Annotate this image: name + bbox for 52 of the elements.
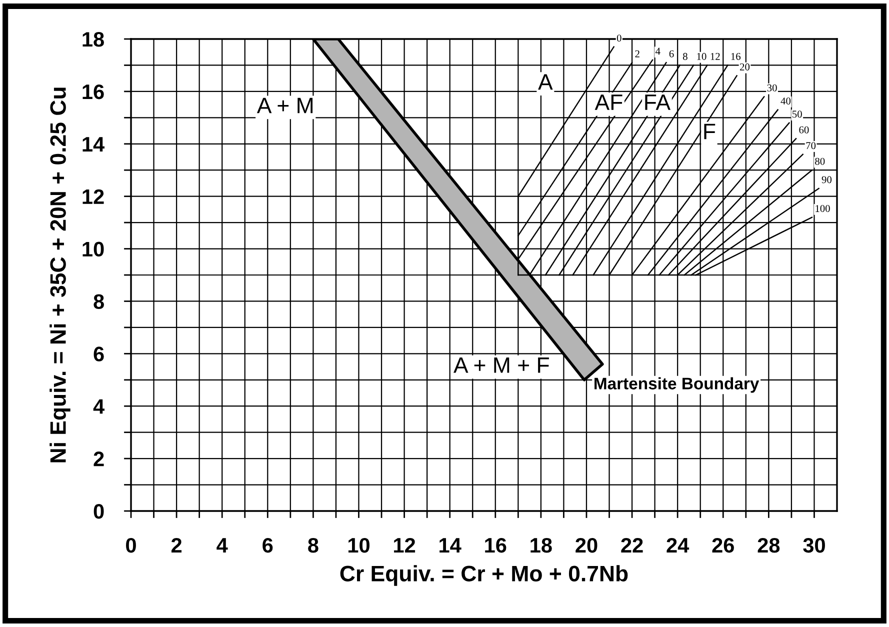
y-tick-label: 8 [94, 294, 104, 309]
annotation: F [704, 124, 716, 140]
x-tick-label: 6 [262, 538, 273, 553]
y-tick-label: 18 [82, 32, 104, 47]
series-label: 6 [669, 50, 674, 58]
x-tick-label: 10 [348, 538, 370, 553]
series-label: 50 [792, 110, 802, 118]
y-tick-label: 2 [94, 452, 104, 466]
series-label: 40 [780, 98, 791, 105]
series-label: 0 [616, 34, 622, 42]
series-label: 80 [815, 158, 825, 165]
y-axis-title: Ni Equiv. = Ni + 35C + 20N + 0.25 Cu [50, 88, 70, 462]
annotation: Martensite Boundary [594, 377, 760, 393]
y-tick-label: 0 [94, 504, 104, 519]
series-label: 20 [740, 63, 750, 70]
y-tick-label: 6 [94, 346, 104, 362]
series-label: 100 [816, 205, 830, 212]
x-tick-label: 18 [530, 538, 552, 553]
x-tick-label: 2 [171, 538, 182, 552]
x-tick-label: 8 [308, 538, 318, 553]
annotation: A + M [256, 98, 313, 114]
y-tick-label: 4 [93, 399, 104, 414]
annotation: A + M + F [454, 358, 549, 373]
series-label: 16 [731, 52, 741, 60]
y-tick-label: 10 [82, 242, 104, 257]
x-tick-label: 20 [576, 538, 598, 553]
x-tick-label: 26 [712, 538, 734, 553]
series-label: 8 [682, 52, 688, 60]
annotation: A [538, 74, 553, 90]
annotation: FA [645, 94, 671, 110]
x-axis-title: Cr Equiv. = Cr + Mo + 0.7Nb [340, 565, 628, 586]
x-tick-label: 28 [758, 538, 780, 553]
series-label: 60 [799, 126, 809, 134]
series-label: 12 [710, 52, 720, 60]
x-tick-label: 4 [216, 538, 228, 552]
annotation: AF [594, 94, 622, 110]
x-tick-label: 30 [803, 538, 825, 553]
series-label: 10 [697, 52, 706, 60]
x-tick-label: 14 [440, 538, 462, 552]
y-tick-label: 14 [82, 137, 104, 152]
series-label: 70 [806, 142, 816, 150]
x-tick-label: 22 [621, 538, 643, 552]
y-tick-label: 16 [82, 84, 104, 100]
series-label: 4 [655, 48, 660, 55]
series-label: 90 [822, 176, 832, 184]
x-tick-label: 0 [126, 538, 136, 553]
x-tick-label: 12 [394, 538, 416, 552]
series-label: 2 [635, 50, 640, 58]
series-label: 30 [767, 84, 777, 92]
x-tick-label: 16 [485, 538, 506, 553]
y-tick-label: 12 [82, 189, 104, 204]
x-tick-label: 24 [666, 538, 690, 552]
